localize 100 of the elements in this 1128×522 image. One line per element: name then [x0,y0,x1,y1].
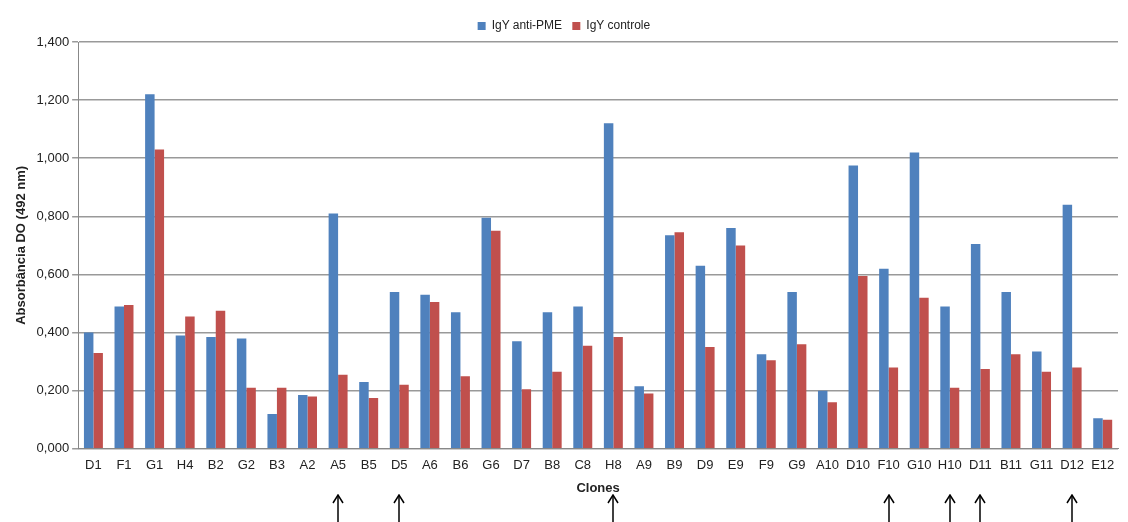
x-tick-label: D9 [696,457,714,473]
y-tick-label: 0,400 [36,324,70,340]
x-tick-label: G9 [788,457,806,473]
bar [858,275,868,449]
bar [879,268,889,449]
bar [338,374,348,449]
bar [328,213,339,449]
bar [276,387,287,449]
y-tick-label: 0,000 [36,440,70,456]
bar [1001,291,1011,449]
x-tick-label: G1 [145,457,164,473]
bar [796,344,807,449]
y-tick-label: 0,200 [36,382,70,398]
bar [93,352,103,449]
bar [420,294,430,449]
bar [735,245,746,449]
x-tick-label: E9 [727,457,744,473]
x-tick-label: G2 [237,457,256,473]
bar [542,312,553,449]
x-tick-label: H8 [605,457,622,473]
x-tick-label: A10 [815,457,840,473]
x-tick-label: F1 [116,457,132,473]
bar [1010,354,1021,449]
bar [145,94,155,449]
x-tick-label: B8 [544,457,561,473]
x-tick-label: B9 [666,457,683,473]
bar [1041,371,1052,449]
x-tick-label: D10 [846,457,870,473]
x-tick-label: C8 [574,457,592,473]
x-tick-label: E12 [1091,457,1115,473]
bar [124,304,134,449]
x-axis-title: Clones [576,479,620,495]
x-tick-label: A2 [299,457,316,473]
bar [175,335,186,449]
bar [399,384,409,449]
bar [726,227,736,449]
x-tick-label: G10 [906,457,932,473]
bar [613,336,623,449]
x-tick-label: G11 [1029,457,1054,473]
bar [368,397,379,449]
bar [695,265,706,449]
x-tick-label: F9 [758,457,774,473]
bar [460,376,470,449]
legend-label: IgY anti-PME [491,18,563,33]
bar [185,316,195,449]
y-tick-label: 1,000 [36,149,70,165]
x-tick-label: H10 [937,457,962,473]
y-tick-label: 1,400 [36,33,70,49]
x-tick-label: D12 [1060,457,1085,473]
bar [909,152,920,449]
bar [1072,367,1082,449]
bar [429,302,440,449]
bar [674,232,685,449]
x-tick-label: D7 [513,457,530,473]
bar [298,395,308,449]
x-tick-label: G6 [482,457,500,473]
bar [766,360,776,449]
bar [236,338,247,449]
bar [215,310,226,449]
bar [154,149,165,449]
bar [1102,419,1113,449]
x-tick-label: D1 [85,457,102,473]
x-tick-label: B3 [268,457,285,473]
bar [940,306,950,449]
bar [1032,351,1042,449]
x-tick-label: A9 [635,457,652,473]
bar [206,336,216,449]
bar [552,371,562,449]
bar [491,230,501,449]
bar [246,387,256,449]
bar [665,235,675,449]
bar [521,389,532,449]
bar [787,291,797,449]
bar [756,354,767,449]
bar [980,368,990,449]
x-tick-label: H4 [176,457,194,473]
y-tick-label: 0,800 [36,207,70,223]
bar [919,297,929,449]
bar [888,367,899,449]
bar [481,217,492,449]
x-tick-label: F10 [877,457,900,473]
bar [83,332,94,449]
bar [114,306,125,449]
bar [634,386,644,449]
bar [1093,418,1103,449]
bar [817,390,828,449]
bar [450,312,461,449]
bar [848,165,859,449]
bar [643,393,654,449]
bar [1062,204,1073,449]
bar [582,345,593,449]
legend-label: IgY controle [586,18,651,33]
x-tick-label: A5 [330,457,347,473]
x-tick-label: D11 [968,457,992,473]
x-tick-label: B5 [360,457,377,473]
bar [949,387,960,449]
y-tick-label: 1,200 [36,91,70,107]
bar [512,341,522,449]
x-tick-label: B6 [452,457,469,473]
x-tick-label: B11 [999,457,1023,473]
